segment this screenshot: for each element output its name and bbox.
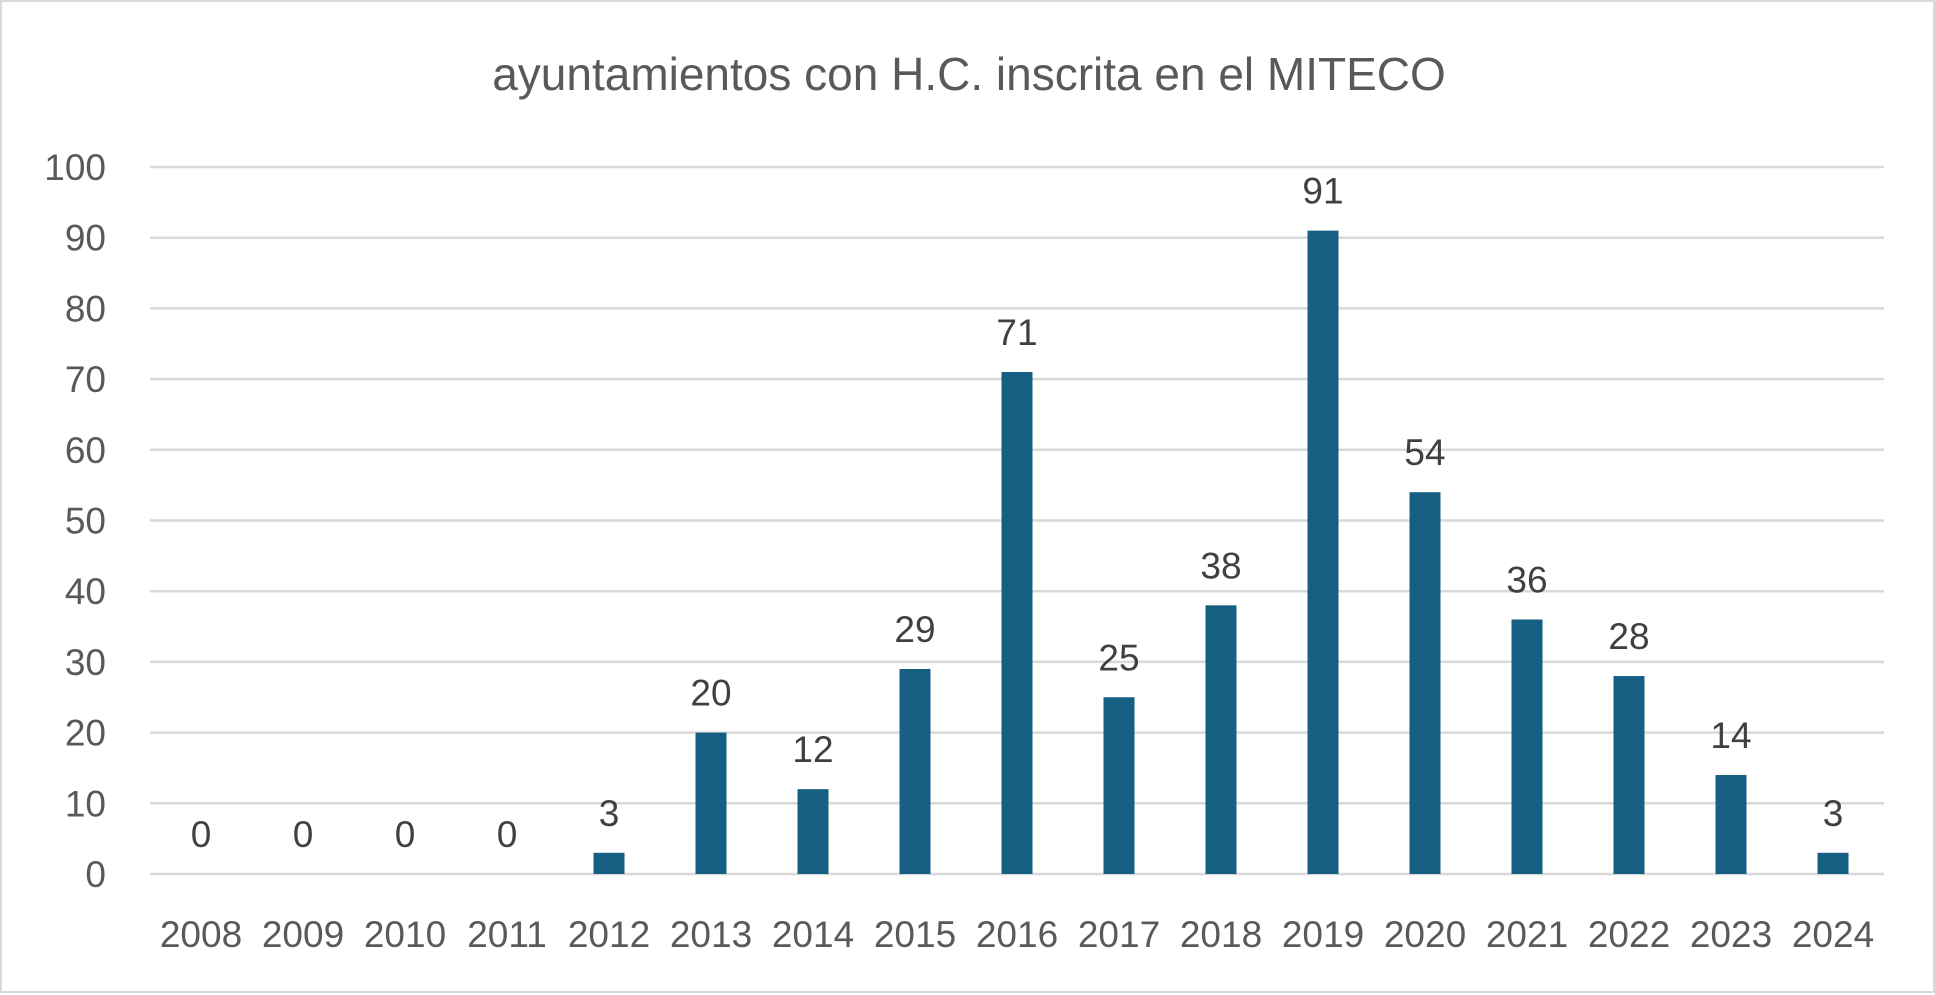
bar: [1103, 697, 1135, 874]
x-tick-label: 2021: [1486, 914, 1568, 955]
bar: [899, 668, 931, 874]
x-tick-label: 2020: [1384, 914, 1466, 955]
data-label: 29: [894, 609, 935, 650]
y-tick-label: 40: [65, 571, 106, 612]
bar: [1715, 775, 1747, 874]
data-label: 3: [1823, 793, 1844, 834]
data-label: 71: [996, 312, 1037, 353]
bar: [1409, 492, 1441, 874]
y-tick-label: 60: [65, 430, 106, 471]
y-tick-label: 80: [65, 288, 106, 329]
bar: [1307, 230, 1339, 874]
data-label: 36: [1506, 559, 1547, 600]
y-tick-label: 70: [65, 359, 106, 400]
x-tick-label: 2022: [1588, 914, 1670, 955]
x-tick-label: 2015: [874, 914, 956, 955]
data-label: 25: [1098, 637, 1139, 678]
chart-title: ayuntamientos con H.C. inscrita en el MI…: [492, 48, 1446, 100]
y-tick-label: 100: [44, 147, 106, 188]
x-tick-label: 2011: [467, 914, 547, 955]
bars: [593, 230, 1849, 874]
x-tick-label: 2019: [1282, 914, 1364, 955]
x-tick-label: 2016: [976, 914, 1058, 955]
bar: [797, 789, 829, 874]
y-tick-label: 30: [65, 642, 106, 683]
data-label: 20: [690, 673, 731, 714]
data-label: 28: [1608, 616, 1649, 657]
bar: [1205, 605, 1237, 874]
x-tick-label: 2008: [160, 914, 242, 955]
data-labels: 0 0 0 0 3 20 12 29 71 25 38 91 54 36 28 14 3: [191, 171, 1844, 855]
data-label: 0: [191, 814, 212, 855]
x-tick-label: 2010: [364, 914, 446, 955]
bar: [1817, 852, 1849, 874]
y-tick-label: 20: [65, 713, 106, 754]
x-tick-label: 2018: [1180, 914, 1262, 955]
data-label: 12: [792, 729, 833, 770]
bar: [1511, 619, 1543, 874]
y-tick-label: 50: [65, 501, 106, 542]
y-tick-label: 90: [65, 218, 106, 259]
bar: [593, 852, 625, 874]
x-axis-ticks: 2008 2009 2010 2011 2012 2013 2014 2015 2016 2017…: [160, 914, 1874, 955]
data-label: 0: [395, 814, 416, 855]
data-label: 3: [599, 793, 620, 834]
bar: [1613, 676, 1645, 874]
x-tick-label: 2024: [1792, 914, 1874, 955]
bar: [695, 732, 727, 874]
data-label: 38: [1200, 545, 1241, 586]
data-label: 0: [293, 814, 314, 855]
y-tick-label: 10: [65, 783, 106, 824]
x-tick-label: 2013: [670, 914, 752, 955]
x-tick-label: 2023: [1690, 914, 1772, 955]
data-label: 54: [1404, 432, 1445, 473]
x-tick-label: 2014: [772, 914, 854, 955]
x-tick-label: 2009: [262, 914, 344, 955]
x-tick-label: 2017: [1078, 914, 1160, 955]
y-axis-ticks: 0 10 20 30 40 50 60 70 80 90 100: [44, 147, 106, 895]
data-label: 0: [497, 814, 518, 855]
data-label: 91: [1302, 171, 1343, 212]
x-tick-label: 2012: [568, 914, 650, 955]
y-tick-label: 0: [85, 854, 106, 895]
bar: [1001, 372, 1033, 874]
data-label: 14: [1710, 715, 1751, 756]
